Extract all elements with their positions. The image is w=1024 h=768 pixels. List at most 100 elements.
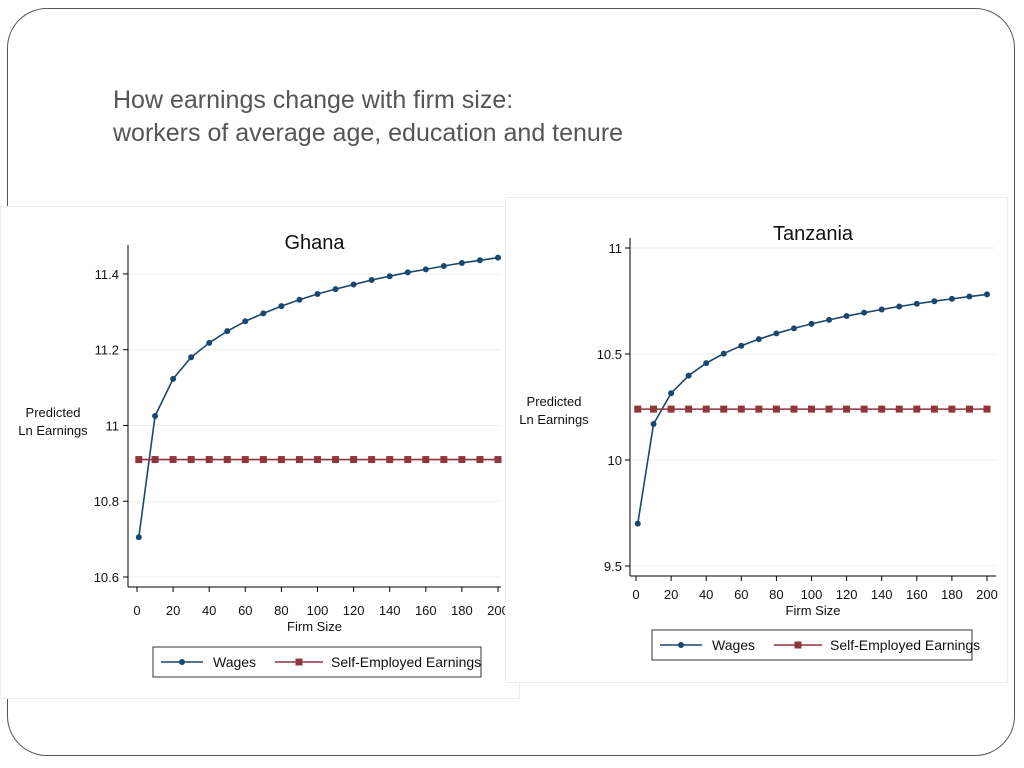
data-point-self-employed — [422, 456, 430, 464]
data-point-wages — [188, 354, 195, 361]
data-point-wages — [773, 330, 780, 337]
data-point-self-employed — [667, 405, 675, 413]
data-point-wages — [931, 298, 938, 305]
data-point-self-employed — [808, 405, 815, 413]
data-point-wages — [668, 390, 675, 397]
data-point-self-employed — [843, 405, 851, 413]
x-tick-label: 100 — [307, 603, 329, 618]
data-point-self-employed — [755, 405, 763, 413]
x-tick-label: 120 — [343, 603, 365, 618]
x-tick-label: 60 — [734, 587, 748, 602]
x-tick-label: 80 — [274, 603, 288, 618]
data-point-self-employed — [135, 456, 143, 464]
x-tick-label: 20 — [664, 587, 678, 602]
data-point-wages — [458, 259, 465, 266]
chart-title: Tanzania — [773, 223, 854, 245]
data-point-self-employed — [494, 456, 502, 464]
data-point-self-employed — [169, 456, 177, 464]
data-point-wages — [755, 336, 762, 343]
y-tick-label: 10 — [608, 453, 622, 468]
y-axis-label-line-2: Ln Earnings — [519, 412, 589, 427]
x-tick-label: 180 — [941, 587, 963, 602]
data-point-wages — [368, 277, 375, 284]
data-point-wages — [386, 273, 393, 280]
chart-title: Ghana — [284, 232, 345, 254]
data-point-self-employed — [241, 456, 249, 464]
data-point-self-employed — [860, 405, 868, 413]
x-axis-label: Firm Size — [786, 603, 841, 618]
data-point-self-employed — [350, 456, 358, 464]
data-point-self-employed — [634, 405, 642, 413]
x-tick-label: 100 — [801, 587, 823, 602]
legend-label-wages: Wages — [712, 637, 755, 653]
data-point-self-employed — [295, 456, 303, 464]
data-point-wages — [720, 350, 727, 357]
x-tick-label: 200 — [487, 603, 509, 618]
legend-label-wages: Wages — [213, 654, 256, 670]
data-point-wages — [296, 296, 303, 303]
x-tick-label: 180 — [451, 603, 473, 618]
data-point-self-employed — [720, 405, 728, 413]
chart-tanzania: Tanzania 9.5 10 10.5 11 0 20 40 60 80 100 120 140 160… — [519, 223, 998, 661]
legend-marker-wages — [179, 659, 185, 665]
data-point-self-employed — [368, 456, 376, 464]
data-point-wages — [278, 303, 285, 310]
data-point-self-employed — [772, 405, 780, 413]
data-point-self-employed — [205, 456, 213, 464]
slide-title: How earnings change with firm size: work… — [113, 84, 623, 150]
data-point-self-employed — [440, 456, 448, 464]
data-point-wages — [685, 372, 692, 379]
data-point-wages — [224, 328, 231, 335]
data-point-self-employed — [314, 456, 321, 464]
data-point-self-employed — [277, 456, 285, 464]
data-point-self-employed — [458, 456, 466, 464]
y-axis-label-line-2: Ln Earnings — [18, 423, 88, 438]
data-point-wages — [896, 303, 903, 310]
data-point-wages — [650, 420, 657, 427]
data-point-wages — [170, 375, 177, 382]
x-tick-label: 20 — [166, 603, 180, 618]
legend-label-self-employed: Self-Employed Earnings — [830, 637, 980, 653]
y-tick-label: 11 — [106, 418, 120, 433]
y-tick-label: 10.5 — [597, 347, 622, 362]
x-tick-label: 0 — [133, 603, 140, 618]
data-point-wages — [878, 306, 885, 313]
data-point-self-employed — [386, 456, 394, 464]
x-tick-label: 0 — [632, 587, 639, 602]
y-tick-label: 10.8 — [94, 494, 119, 509]
x-tick-label: 60 — [238, 603, 252, 618]
y-tick-label: 10.6 — [94, 570, 119, 585]
data-point-wages — [260, 310, 267, 317]
data-point-wages — [790, 325, 797, 332]
data-point-wages — [826, 316, 833, 323]
x-tick-label: 80 — [769, 587, 783, 602]
data-point-wages — [206, 339, 213, 346]
slide-title-line-1: How earnings change with firm size: — [113, 86, 514, 114]
legend-marker-wages — [678, 642, 684, 648]
data-point-wages — [404, 269, 411, 276]
y-tick-label: 11.4 — [95, 267, 119, 282]
data-point-self-employed — [825, 405, 833, 413]
chart-panel-tanzania: Tanzania 9.5 10 10.5 11 0 20 40 60 80 100 120 140 160… — [505, 197, 1008, 683]
y-axis-label-line-1: Predicted — [26, 405, 81, 420]
x-tick-label: 160 — [415, 603, 437, 618]
data-point-wages — [135, 534, 142, 541]
x-tick-label: 140 — [871, 587, 893, 602]
legend-marker-self-employed — [794, 641, 802, 649]
data-point-self-employed — [930, 405, 938, 413]
data-point-wages — [440, 262, 447, 269]
data-point-self-employed — [983, 405, 991, 413]
data-point-self-employed — [259, 456, 267, 464]
series-line-wages — [138, 256, 499, 538]
y-tick-label: 11 — [609, 241, 623, 256]
data-point-self-employed — [737, 405, 745, 413]
data-point-wages — [948, 295, 955, 302]
data-point-self-employed — [790, 405, 798, 413]
data-point-self-employed — [895, 405, 903, 413]
data-point-wages — [332, 286, 339, 293]
x-tick-label: 140 — [379, 603, 401, 618]
data-point-wages — [495, 254, 501, 261]
x-tick-label: 200 — [976, 587, 998, 602]
legend-marker-self-employed — [295, 658, 303, 666]
chart-ghana: Ghana 10.6 10.8 11 11.2 11.4 0 20 40 60 80 100 120 14… — [18, 232, 509, 678]
